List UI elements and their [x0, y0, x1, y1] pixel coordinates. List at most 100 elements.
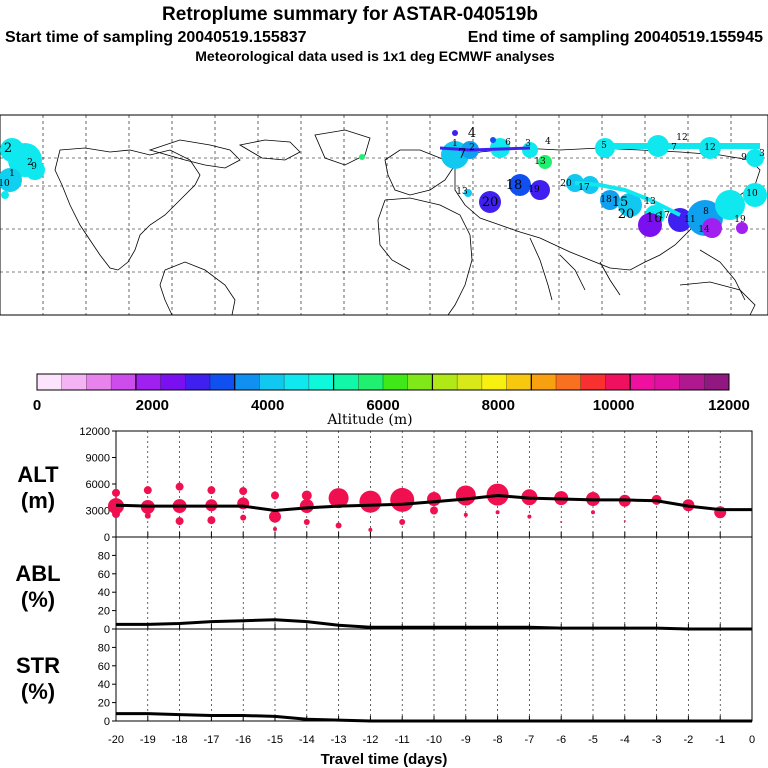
- panel-x-tick-label: -8: [493, 734, 503, 746]
- trajectory-day-label: 14: [698, 225, 710, 235]
- trajectory-day-label: 10: [746, 189, 758, 199]
- altitude-plume-point: [143, 486, 152, 495]
- trajectory-day-label: 20: [560, 179, 572, 189]
- altitude-plume-point: [430, 506, 438, 515]
- trajectory-day-label: 3: [525, 139, 531, 149]
- colorbar-swatch: [210, 374, 235, 390]
- panel-x-tick-label: -16: [235, 734, 251, 746]
- panel-x-tick-label: -13: [331, 734, 347, 746]
- altitude-plume-point: [112, 488, 120, 497]
- panel-ylabel-bottom: (%): [21, 587, 55, 612]
- panel-series-line: [116, 712, 752, 723]
- trajectory-day-label: 18: [600, 195, 612, 205]
- altitude-plume-point: [175, 517, 184, 526]
- panel-x-tick-label: 0: [749, 734, 755, 746]
- trajectory-day-label: 6: [505, 138, 511, 148]
- colorbar-swatch: [432, 374, 458, 390]
- trajectory-day-label: 17: [578, 183, 590, 193]
- time-series-panels: 030006000900012000ALT(m)020406080ABL(%)0…: [15, 426, 755, 768]
- altitude-plume-point: [112, 510, 120, 519]
- map-coastlines: [54, 129, 761, 316]
- colorbar-tick-label: 10000: [593, 397, 635, 414]
- panel-series-line: [115, 493, 752, 513]
- altitude-plume-point: [623, 520, 626, 523]
- panel-alt: 0 3000 6000 9000 12000 ALT(m): [17, 426, 753, 544]
- colorbar-swatch: [407, 374, 433, 390]
- trajectory-day-label: 1: [9, 169, 15, 179]
- colorbar-swatch: [580, 374, 606, 390]
- colorbar-tick-label: 2000: [136, 397, 169, 414]
- panel-x-tick-label: -11: [395, 734, 410, 746]
- trajectory-day-label: 2: [469, 143, 475, 153]
- trajectory-day-label: 19: [734, 215, 746, 225]
- trajectory-day-label: 13: [534, 157, 546, 167]
- trajectory-plume: [0, 130, 767, 238]
- end-time-label: End time of sampling 20040519.155945: [468, 29, 763, 46]
- trajectory-day-label: 4: [468, 126, 476, 141]
- altitude-plume-point: [207, 516, 216, 525]
- colorbar-swatch: [185, 374, 210, 390]
- panel-x-tick-label: -18: [172, 734, 188, 746]
- panel-y-tick-label: 0: [104, 716, 110, 728]
- trajectory-day-label: 8: [703, 207, 709, 217]
- panel-x-tick-label: -6: [556, 734, 566, 746]
- colorbar-swatch: [556, 374, 581, 390]
- trajectory-day-label: 1: [452, 139, 458, 149]
- panel-y-tick-label: 60: [98, 569, 110, 581]
- start-time-label: Start time of sampling 20040519.155837: [5, 29, 307, 46]
- colorbar-tick-label: 4000: [251, 397, 284, 414]
- panel-x-tick-label: -10: [426, 734, 442, 746]
- altitude-plume-point: [427, 492, 441, 507]
- colorbar-swatch: [37, 374, 62, 390]
- panel-y-tick-label: 9000: [86, 453, 110, 465]
- panel-x-tick-label: -2: [684, 734, 694, 746]
- trajectory-day-label: 10: [0, 179, 10, 189]
- panel-y-tick-label: 3000: [86, 506, 110, 518]
- colorbar-swatch: [654, 374, 680, 390]
- figure-title: Retroplume summary for ASTAR-040519b: [162, 4, 538, 25]
- colorbar-swatch: [630, 374, 655, 390]
- altitude-plume-point: [495, 510, 500, 515]
- altitude-plume-point: [299, 499, 314, 514]
- trajectory-day-label: 19: [528, 185, 540, 195]
- colorbar-swatch: [679, 374, 705, 390]
- colorbar-label: Altitude (m): [326, 412, 412, 428]
- altitude-plume-point: [390, 487, 415, 512]
- panel-ylabel-top: STR: [16, 653, 60, 678]
- colorbar-swatch: [481, 374, 507, 390]
- map-gridlines: [0, 115, 768, 315]
- panel-y-tick-label: 80: [98, 642, 110, 654]
- colorbar-swatch: [111, 374, 136, 390]
- altitude-plume-point: [269, 510, 281, 523]
- panel-x-tick-label: -1: [715, 734, 725, 746]
- altitude-plume-point: [455, 485, 476, 506]
- colorbar-swatch: [135, 374, 161, 390]
- panel-ylabel-bottom: (m): [21, 488, 55, 513]
- trajectory-day-label: 17: [658, 211, 670, 221]
- trajectory-day-label: 18: [506, 178, 523, 193]
- trajectory-day-label: 7: [458, 147, 466, 162]
- altitude-plume-point: [463, 512, 468, 517]
- altitude-plume-point: [368, 527, 373, 532]
- trajectory-day-label: 9: [741, 153, 747, 163]
- colorbar-swatch: [61, 374, 87, 390]
- panel-xlabel: Travel time (days): [321, 751, 448, 768]
- panel-x-tick-label: -17: [203, 734, 219, 746]
- panel-y-tick-label: 80: [98, 550, 110, 562]
- altitude-plume-point: [359, 490, 382, 513]
- panel-y-tick-label: 40: [98, 679, 110, 691]
- altitude-plume-point: [560, 520, 563, 523]
- altitude-plume-point: [328, 488, 349, 509]
- colorbar-swatch: [234, 374, 260, 390]
- panel-x-tick-label: -14: [299, 734, 315, 746]
- panel-x-tick-label: -4: [620, 734, 630, 746]
- panel-ylabel-top: ALT: [17, 462, 59, 487]
- trajectory-day-label: 11: [684, 215, 695, 225]
- panel-x-tick-label: -19: [140, 734, 156, 746]
- panel-x-tick-label: -12: [362, 734, 378, 746]
- trajectory-day-label: 7: [671, 143, 677, 153]
